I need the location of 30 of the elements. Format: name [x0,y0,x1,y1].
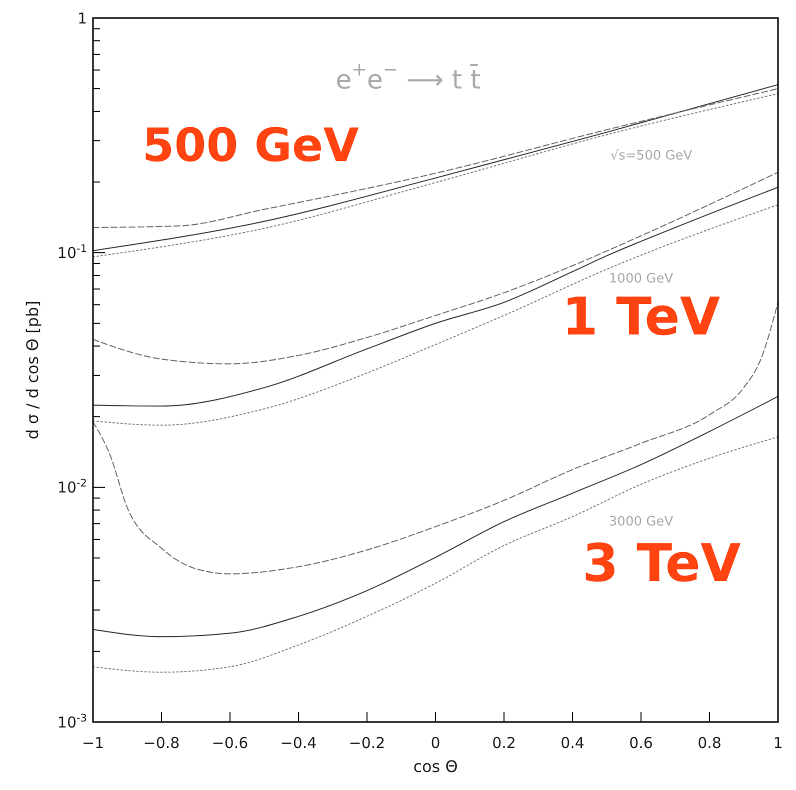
x-tick-label: 0 [430,734,440,752]
x-tick-label: 0.8 [698,734,722,752]
annotation: 500 GeV [142,118,360,172]
line-series [93,204,778,426]
x-tick-label: 1 [773,734,783,752]
line-series [93,186,778,407]
y-tick-label: 10$^{-3}$ [57,712,87,732]
annotation: √s=500 GeV [610,148,692,163]
line-series [93,88,778,228]
x-tick-label: 0.6 [629,734,653,752]
line-series [93,172,778,364]
annotation: 1000 GeV [608,271,674,286]
annotation: 3 TeV [582,534,741,594]
x-axis-title: cos Θ [413,757,458,776]
annotation: 1 TeV [562,288,720,348]
y-tick-label: 10$^{-1}$ [57,242,87,262]
x-tick-label: −0.2 [348,734,386,752]
y-tick-label: 1 [77,9,87,28]
x-tick-label: −0.8 [143,734,180,752]
x-tick-label: −0.6 [212,734,248,752]
annotation: 3000 GeV [608,514,674,529]
line-series [93,396,778,638]
annotation: e$^{+}$e$^{−}$ ⟶ t t̄ [336,60,481,96]
x-tick-label: 0.4 [560,734,584,752]
y-axis-title: d σ / d cos Θ [pb] [23,300,42,440]
x-tick-label: −1 [82,734,104,752]
x-tick-label: 0.2 [492,734,516,752]
x-tick-label: −0.4 [280,734,317,752]
line-series [93,436,778,673]
y-tick-label: 10$^{-2}$ [57,478,87,497]
